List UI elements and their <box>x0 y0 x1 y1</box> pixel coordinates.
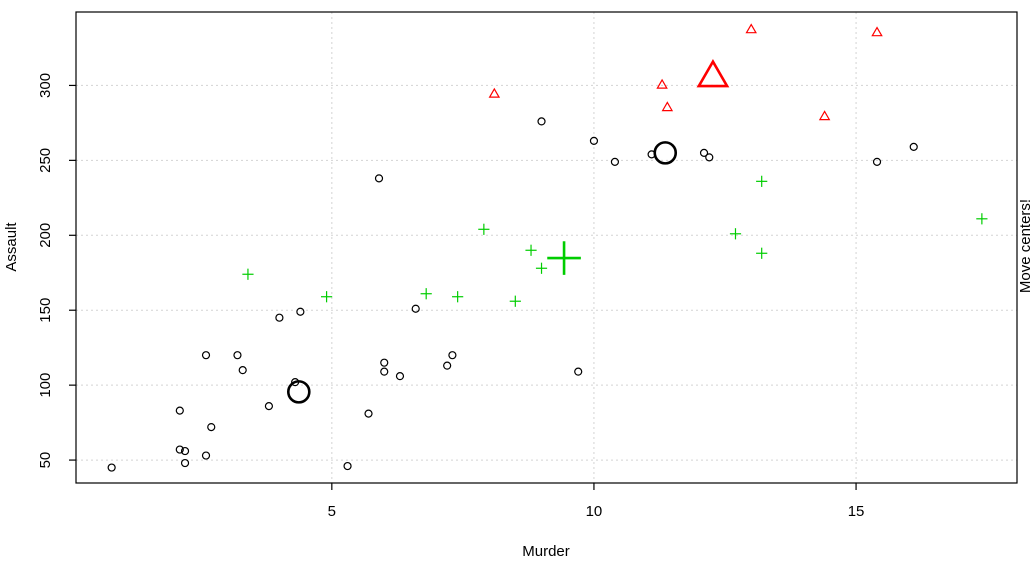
data-point-triangle <box>661 101 674 112</box>
data-point-circle <box>201 451 211 460</box>
cluster-center-triangle <box>696 59 730 88</box>
y-axis-title: Assault <box>3 222 20 272</box>
data-point-circle <box>364 409 373 418</box>
cluster-center-plus <box>547 241 581 275</box>
cluster-center-circle <box>286 380 311 404</box>
data-point-circle <box>201 351 211 360</box>
y-tick-label-250: 250 <box>37 148 54 173</box>
data-point-triangle <box>818 110 831 121</box>
x-tick-label-10: 10 <box>586 503 603 520</box>
data-point-circle <box>296 307 305 316</box>
data-point-plus <box>756 247 768 259</box>
data-point-circle <box>175 445 184 454</box>
data-point-plus <box>756 175 768 187</box>
data-point-circle <box>380 358 389 367</box>
x-tick-label-5: 5 <box>328 503 336 520</box>
data-point-plus <box>535 262 548 274</box>
y-tick-label-200: 200 <box>37 223 54 248</box>
data-point-circle <box>207 423 216 432</box>
x-tick-label-15: 15 <box>848 503 865 520</box>
y-tick-label-100: 100 <box>37 373 54 398</box>
data-point-circle <box>343 461 352 471</box>
data-point-circle <box>395 372 405 381</box>
data-point-triangle <box>871 26 883 37</box>
data-point-circle <box>537 117 546 126</box>
data-point-circle <box>238 366 247 375</box>
data-point-circle <box>175 406 184 415</box>
y-tick-label-300: 300 <box>37 73 54 98</box>
data-point-plus <box>478 223 490 235</box>
plot-border <box>75 11 1018 484</box>
cluster-center-circle <box>653 141 678 165</box>
data-point-circle <box>380 367 389 376</box>
data-point-plus <box>509 295 521 307</box>
data-point-circle <box>411 304 420 313</box>
y-tick-label-50: 50 <box>37 452 54 469</box>
right-margin-hint: Move centers! <box>1017 198 1034 294</box>
data-point-circle <box>589 136 599 145</box>
data-point-circle <box>275 313 284 322</box>
data-point-plus <box>452 291 464 303</box>
data-point-plus <box>242 268 254 280</box>
data-point-triangle <box>656 78 668 89</box>
data-point-circle <box>180 446 190 456</box>
data-point-plus <box>525 244 537 256</box>
data-point-circle <box>909 142 918 151</box>
data-point-circle <box>443 361 452 370</box>
data-point-circle <box>448 351 457 360</box>
data-point-triangle <box>488 87 501 98</box>
data-point-plus <box>729 228 742 240</box>
data-point-circle <box>180 458 190 468</box>
data-point-circle <box>107 463 116 472</box>
y-tick-label-150: 150 <box>37 298 54 323</box>
data-point-circle <box>574 367 583 376</box>
data-point-circle <box>699 148 709 157</box>
data-point-circle <box>264 402 274 411</box>
data-point-plus <box>976 213 988 225</box>
data-point-triangle <box>745 23 757 34</box>
data-point-plus <box>320 291 333 303</box>
data-point-circle <box>374 174 384 183</box>
data-point-circle <box>705 153 714 162</box>
data-point-circle <box>872 157 882 166</box>
x-axis-title: Murder <box>522 543 570 560</box>
data-point-circle <box>233 351 242 360</box>
data-point-plus <box>420 288 432 300</box>
data-point-circle <box>610 157 620 166</box>
